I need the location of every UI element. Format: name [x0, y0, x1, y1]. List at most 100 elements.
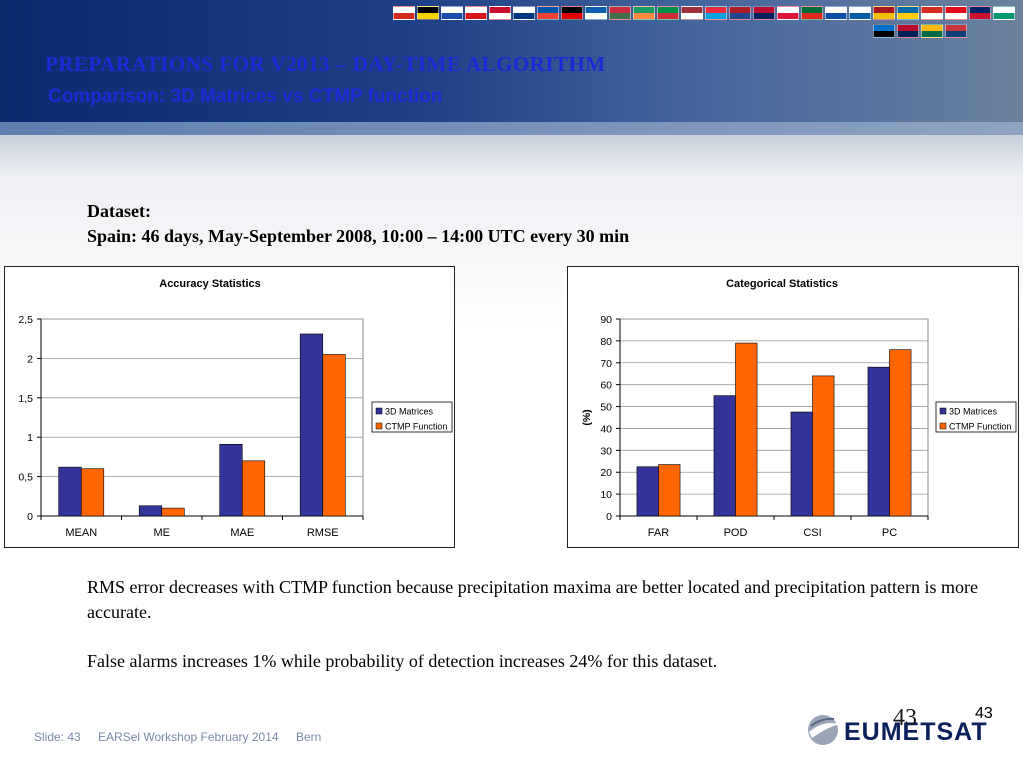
banner-fade — [0, 135, 1023, 175]
y-tick-label: 0 — [606, 511, 612, 523]
y-tick-label: 60 — [600, 380, 612, 392]
footer-event: EARSel Workshop February 2014 — [98, 730, 279, 744]
flag-icon — [777, 6, 799, 20]
bar — [241, 460, 266, 517]
chart-title: Categorical Statistics — [726, 278, 838, 290]
flag-icon — [441, 6, 463, 20]
y-tick-label: 0,5 — [18, 472, 33, 484]
y-tick-label: 1 — [27, 432, 33, 444]
x-tick-label: CSI — [803, 527, 821, 539]
y-tick-label: 2 — [27, 353, 33, 365]
page-number: 43 — [975, 705, 993, 722]
bar — [790, 411, 813, 517]
page-number-overlay: 43 — [893, 705, 917, 731]
y-tick-label: 90 — [600, 314, 612, 326]
bar — [322, 354, 346, 517]
flag-icon — [753, 6, 775, 20]
categorical-statistics-chart: Categorical Statistics 0 10 20 30 40 50 60 70 80 9… — [581, 278, 1017, 539]
y-tick-label: 40 — [600, 423, 612, 435]
legend-box — [371, 401, 453, 433]
flag-icon — [633, 6, 655, 20]
conclusion-paragraph-rms: RMS error decreases with CTMP function b… — [87, 577, 979, 622]
x-tick-label: FAR — [648, 527, 669, 539]
bar — [58, 466, 82, 517]
bar — [713, 395, 736, 517]
x-tick-label: PC — [882, 527, 897, 539]
flag-icon — [561, 6, 583, 20]
y-tick-label: 2,5 — [18, 314, 33, 326]
flag-icon — [993, 6, 1015, 20]
bar — [161, 507, 185, 517]
flag-icon — [585, 6, 607, 20]
dataset-text: Spain: 46 days, May-September 2008, 10:0… — [87, 226, 630, 246]
flag-icon — [897, 6, 919, 20]
flag-icon — [705, 6, 727, 20]
flag-icon — [681, 6, 703, 20]
y-axis-label: (%) — [581, 409, 593, 425]
banner-stripe — [0, 122, 1023, 135]
legend-label: CTMP Function — [385, 422, 447, 432]
flag-icon — [921, 24, 943, 38]
flag-strip — [393, 6, 1017, 46]
footer-slide-number: Slide: 43 — [34, 730, 81, 744]
bar — [889, 349, 912, 517]
x-tick-label: ME — [154, 527, 171, 539]
conclusion-paragraph-false-alarms: False alarms increases 1% while probabil… — [87, 651, 718, 671]
legend-swatch — [939, 422, 947, 430]
bar — [219, 443, 243, 517]
legend-box — [935, 401, 1017, 433]
flag-icon — [897, 24, 919, 38]
bar — [80, 468, 105, 517]
legend-swatch — [939, 407, 947, 415]
y-tick-label: 0 — [27, 511, 33, 523]
accuracy-chart-frame: Accuracy Statistics 0 0,5 1 1,5 2 2,5 MEAN ME MAE… — [4, 266, 455, 548]
bar — [636, 466, 659, 517]
flag-icon — [945, 24, 967, 38]
legend-swatch — [375, 407, 383, 415]
flag-icon — [393, 6, 415, 20]
bar — [658, 464, 681, 517]
slide-subtitle: Comparison: 3D Matrices vs CTMP function — [48, 86, 443, 107]
y-tick-label: 80 — [600, 336, 612, 348]
flag-icon — [825, 6, 847, 20]
logo-text: EUMETSAT — [844, 718, 988, 746]
flag-icon — [801, 6, 823, 20]
flag-icon — [465, 6, 487, 20]
flag-icon — [945, 6, 967, 20]
legend-swatch — [375, 422, 383, 430]
bar — [299, 333, 324, 517]
chart-title: Accuracy Statistics — [159, 278, 261, 290]
legend-label: 3D Matrices — [385, 407, 434, 417]
flag-icon — [513, 6, 535, 20]
dataset-label: Dataset: — [87, 201, 151, 221]
legend-label: 3D Matrices — [949, 407, 998, 417]
flag-icon — [873, 6, 895, 20]
accuracy-statistics-chart: Accuracy Statistics 0 0,5 1 1,5 2 2,5 MEAN ME MAE… — [18, 278, 453, 539]
bar — [138, 505, 163, 517]
flag-icon — [873, 24, 895, 38]
slide-title: PREPARATIONS FOR V2013 – DAY-TIME ALGORI… — [45, 52, 606, 76]
flag-icon — [921, 6, 943, 20]
y-tick-label: 50 — [600, 402, 612, 414]
x-tick-label: RMSE — [307, 527, 339, 539]
header-banner — [0, 0, 1023, 135]
footer: Slide: 43 EARSel Workshop February 2014 … — [34, 730, 335, 744]
flag-icon — [969, 6, 991, 20]
bar — [867, 366, 890, 517]
flag-icon — [657, 6, 679, 20]
eumetsat-logo: EUMETSAT — [806, 710, 987, 750]
y-tick-label: 20 — [600, 467, 612, 479]
dataset-block: Dataset: Spain: 46 days, May-September 2… — [87, 199, 629, 249]
y-tick-label: 1,5 — [18, 393, 33, 405]
flag-icon — [729, 6, 751, 20]
flag-icon — [537, 6, 559, 20]
x-tick-label: MEAN — [65, 527, 97, 539]
flag-icon — [417, 6, 439, 20]
categorical-chart-frame: Categorical Statistics 0 10 20 30 40 50 60 70 80 9… — [567, 266, 1019, 548]
y-tick-label: 70 — [600, 358, 612, 370]
footer-place: Bern — [295, 730, 322, 744]
y-tick-label: 30 — [600, 445, 612, 457]
legend-label: CTMP Function — [949, 422, 1011, 432]
flag-icon — [849, 6, 871, 20]
flag-icon — [609, 6, 631, 20]
